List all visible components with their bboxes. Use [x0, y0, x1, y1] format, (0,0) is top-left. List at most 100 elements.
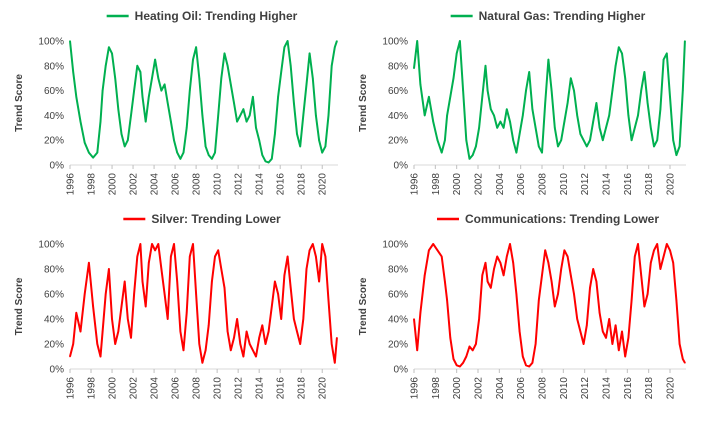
data-point	[226, 330, 229, 333]
data-point	[233, 337, 235, 339]
data-point	[432, 120, 435, 123]
x-tick-label: 2006	[516, 377, 527, 400]
data-point	[550, 280, 553, 283]
x-tick-label: 2004	[150, 173, 161, 196]
data-point	[157, 77, 160, 79]
data-point	[198, 343, 201, 345]
data-point	[509, 120, 511, 123]
data-point	[123, 280, 126, 283]
data-point	[475, 145, 477, 148]
data-point	[481, 96, 484, 98]
x-tick-label: 2008	[538, 173, 549, 196]
data-point	[646, 102, 649, 104]
y-tick-label: 40%	[44, 315, 64, 326]
data-point	[490, 287, 492, 289]
y-tick-label: 20%	[44, 136, 64, 147]
data-point	[522, 355, 524, 358]
data-point	[471, 349, 474, 352]
data-point	[618, 46, 620, 48]
y-tick-label: 100%	[38, 240, 64, 251]
x-tick-label: 2012	[580, 173, 591, 196]
data-point	[413, 67, 415, 70]
x-tick-label: 2004	[495, 377, 506, 400]
x-tick-label: 2002	[129, 173, 140, 196]
data-point	[486, 280, 489, 283]
data-point	[139, 243, 142, 245]
y-tick-label: 0%	[50, 365, 65, 376]
data-point	[554, 305, 556, 308]
data-point	[465, 139, 468, 141]
chart-title: Heating Oil: Trending Higher	[135, 9, 298, 23]
y-tick-label: 60%	[388, 290, 408, 301]
data-point	[614, 324, 617, 327]
data-point	[675, 299, 678, 302]
data-point	[465, 355, 468, 358]
data-point	[170, 120, 172, 123]
data-point	[312, 77, 314, 79]
x-tick-label: 2018	[644, 377, 655, 400]
data-point	[563, 120, 566, 123]
x-tick-label: 2016	[276, 377, 287, 400]
y-tick-label: 40%	[44, 111, 64, 122]
data-point	[274, 280, 276, 283]
x-tick-label: 2006	[171, 173, 182, 196]
data-point	[669, 249, 671, 252]
data-point	[486, 89, 489, 92]
x-tick-label: 2012	[234, 173, 245, 196]
data-point	[176, 151, 178, 154]
y-tick-label: 0%	[50, 161, 65, 172]
data-point	[163, 83, 166, 86]
data-point	[277, 96, 279, 98]
data-point	[108, 268, 110, 270]
data-point	[452, 358, 455, 360]
data-point	[605, 337, 607, 339]
data-point	[111, 52, 113, 55]
data-point	[99, 355, 102, 358]
data-point	[650, 127, 652, 129]
x-tick-label: 1996	[410, 377, 421, 400]
data-point	[120, 133, 123, 135]
data-point	[327, 299, 330, 302]
data-point	[528, 71, 530, 73]
data-point	[217, 114, 219, 117]
x-tick-label: 2008	[192, 173, 203, 196]
x-tick-label: 2020	[318, 173, 329, 196]
data-point	[586, 145, 588, 148]
data-point	[579, 330, 582, 333]
data-point	[444, 280, 446, 283]
data-point	[436, 249, 439, 252]
chart-title: Natural Gas: Trending Higher	[479, 9, 646, 23]
data-point	[471, 154, 474, 156]
data-point	[154, 249, 156, 252]
data-point	[515, 293, 518, 295]
x-tick-label: 1998	[431, 377, 442, 400]
data-point	[630, 299, 633, 302]
data-point	[280, 71, 283, 73]
data-point	[678, 343, 681, 345]
data-point	[444, 139, 446, 141]
data-point	[595, 280, 598, 283]
data-point	[534, 127, 537, 129]
data-point	[104, 293, 107, 295]
data-point	[682, 358, 684, 360]
data-point	[96, 151, 99, 154]
data-point	[123, 145, 126, 148]
data-point	[305, 268, 308, 270]
data-point	[185, 127, 188, 129]
data-point	[334, 362, 336, 364]
data-point	[573, 293, 575, 295]
data-point	[416, 349, 419, 352]
data-point	[512, 139, 514, 141]
data-point	[579, 133, 582, 135]
data-point	[166, 102, 169, 104]
data-point	[130, 337, 132, 339]
data-point	[321, 151, 324, 154]
data-point	[455, 364, 458, 367]
data-point	[321, 243, 324, 245]
data-point	[245, 120, 248, 123]
data-point	[108, 46, 110, 48]
data-point	[293, 102, 295, 104]
x-tick-label: 2008	[192, 377, 203, 400]
x-tick-label: 2020	[666, 173, 677, 196]
data-point	[207, 324, 210, 327]
